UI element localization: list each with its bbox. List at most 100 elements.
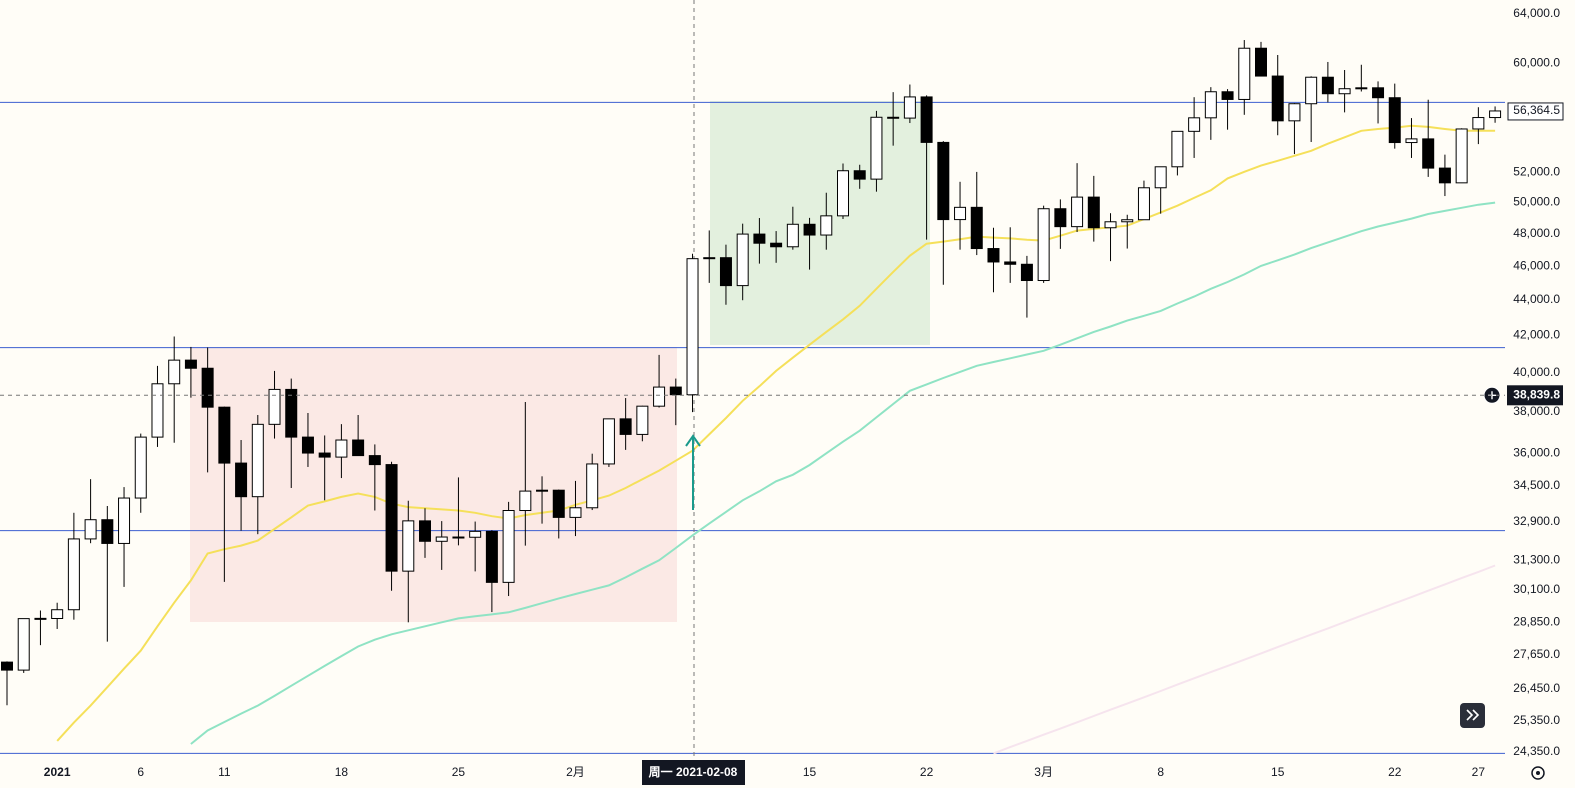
candle-body xyxy=(887,116,900,119)
candle-body xyxy=(920,96,933,143)
y-tick-label: 52,000.0 xyxy=(1513,165,1560,179)
candle-body xyxy=(251,423,264,498)
moving-average xyxy=(190,201,1496,745)
candles xyxy=(1,40,1502,706)
x-tick-label: 2月 xyxy=(566,765,585,779)
x-tick-label: 6 xyxy=(137,765,144,779)
candle-body xyxy=(419,520,431,542)
candle-body xyxy=(469,530,482,538)
arrow xyxy=(685,434,701,510)
candle-body xyxy=(1338,88,1351,95)
levels xyxy=(0,101,1505,754)
last-price-label: 56,364.5 xyxy=(1513,103,1560,117)
x-tick-label: 27 xyxy=(1472,765,1486,779)
candle-body xyxy=(1154,166,1167,189)
x-tick-label: 15 xyxy=(803,765,817,779)
candle-body xyxy=(1004,261,1017,265)
candle-body xyxy=(987,248,1000,263)
x-tick-label: 11 xyxy=(218,765,231,779)
candle-body xyxy=(536,489,549,492)
crosshair-price-label: 38,839.8 xyxy=(1513,387,1560,401)
x-tick-label: 8 xyxy=(1157,765,1164,779)
candle-body xyxy=(870,116,883,180)
scroll-icon[interactable] xyxy=(1466,709,1480,721)
candle-body xyxy=(452,536,465,539)
x-tick-label: 22 xyxy=(920,765,934,779)
candle-body xyxy=(285,388,298,438)
settings-icon[interactable] xyxy=(1536,771,1540,775)
candle-body xyxy=(1422,138,1435,169)
candle-body xyxy=(201,367,214,408)
candle-body xyxy=(820,215,833,236)
y-tick-label: 42,000.0 xyxy=(1513,328,1560,342)
candle-body xyxy=(970,206,983,250)
candle-body xyxy=(335,439,348,458)
candle-body xyxy=(1288,103,1301,122)
y-tick-label: 34,500.0 xyxy=(1513,478,1560,492)
candle-body xyxy=(1171,130,1184,168)
candle-body xyxy=(770,242,783,248)
settings-icon[interactable] xyxy=(1531,766,1545,780)
candle-body xyxy=(184,359,197,369)
candle-body xyxy=(502,510,515,583)
candle-body xyxy=(1305,76,1318,105)
y-tick-label: 28,850.0 xyxy=(1513,614,1560,628)
candle-body xyxy=(1104,221,1117,229)
y-tick-label: 50,000.0 xyxy=(1513,195,1560,209)
crosshair-price-box xyxy=(1507,385,1563,406)
candle-body xyxy=(552,489,565,518)
candle-body xyxy=(17,618,30,671)
candle-body xyxy=(1221,91,1234,100)
candle-body xyxy=(1455,128,1468,184)
x-tick-label: 15 xyxy=(1271,765,1285,779)
candle-body xyxy=(1137,187,1150,221)
candle-body xyxy=(385,464,398,572)
x-tick-label: 22 xyxy=(1388,765,1402,779)
candle-body xyxy=(602,418,615,465)
candle-body xyxy=(485,530,498,583)
y-tick-label: 31,300.0 xyxy=(1513,552,1560,566)
candle-body xyxy=(653,386,666,407)
candle-body xyxy=(736,233,749,287)
candle-body xyxy=(235,462,248,498)
x-tick-label: 2021 xyxy=(44,765,71,779)
candle-body xyxy=(569,507,582,518)
candle-body xyxy=(1321,76,1334,95)
y-tick-label: 60,000.0 xyxy=(1513,55,1560,69)
candle-body xyxy=(1087,196,1100,229)
candle-body xyxy=(1188,117,1201,132)
candle-body xyxy=(586,463,599,509)
range-box xyxy=(710,101,930,345)
candle-body xyxy=(669,386,682,396)
y-tick-label: 64,000.0 xyxy=(1513,6,1560,20)
scroll-button[interactable] xyxy=(1460,703,1485,728)
candle-body xyxy=(268,388,281,425)
x-tick-label: 18 xyxy=(335,765,349,779)
candle-body xyxy=(1,661,13,671)
candle-body xyxy=(134,436,147,499)
crosshair-date: 周一 2021-02-08 xyxy=(649,765,738,779)
y-tick-label: 40,000.0 xyxy=(1513,365,1560,379)
candle-body xyxy=(1071,196,1084,228)
y-tick-label: 24,350.0 xyxy=(1513,744,1560,758)
candle-body xyxy=(636,405,649,435)
y-tick-label: 25,350.0 xyxy=(1513,713,1560,727)
crosshair-date-box xyxy=(642,760,745,785)
candle-body xyxy=(435,536,448,542)
candle-body xyxy=(218,406,231,464)
candle-body xyxy=(1355,87,1368,90)
y-tick-label: 44,000.0 xyxy=(1513,292,1560,306)
axes: 64,000.0 60,000.0 52,000.0 50,000.0 48,000.0… xyxy=(44,6,1564,779)
last-price-box xyxy=(1507,102,1564,121)
candle-body xyxy=(1255,47,1267,77)
candle-body xyxy=(703,257,716,260)
settings-button[interactable] xyxy=(1531,766,1545,780)
candle-body xyxy=(903,96,916,119)
x-tick-label: 3月 xyxy=(1034,765,1053,779)
y-tick-label: 36,000.0 xyxy=(1513,445,1560,459)
candle-body xyxy=(937,141,950,221)
candle-body xyxy=(1238,47,1251,100)
candle-body xyxy=(151,383,164,438)
